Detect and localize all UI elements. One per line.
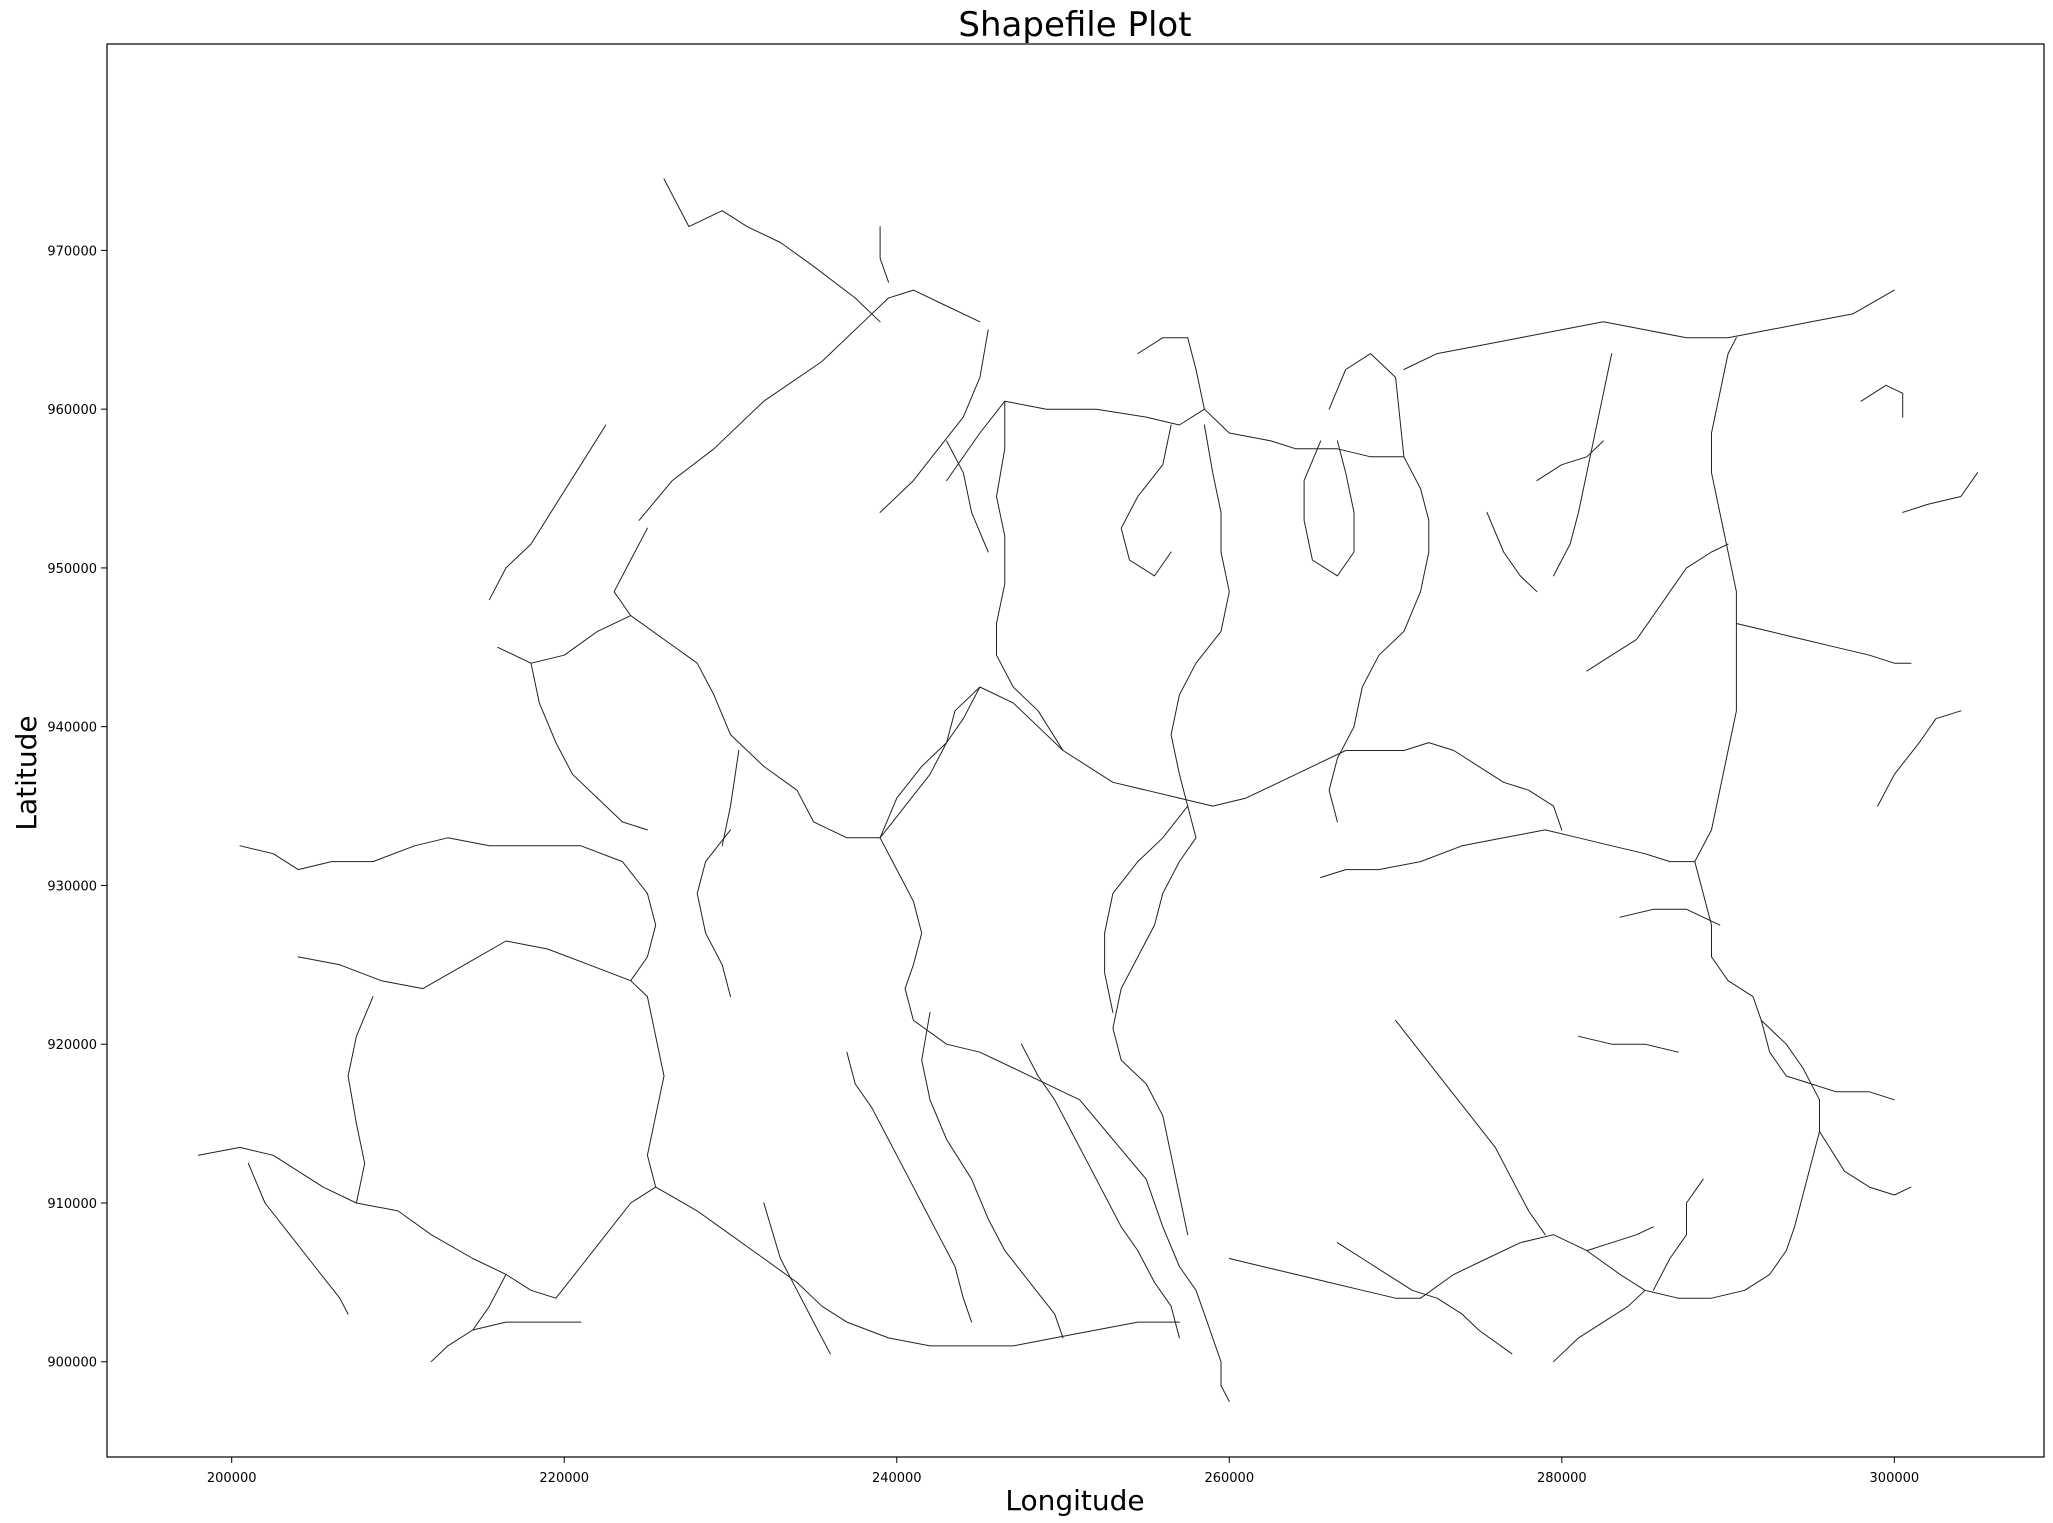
network-line — [1744, 1019, 1820, 1291]
y-tick-label: 910000 — [47, 1197, 97, 1212]
network-line — [1403, 289, 1895, 370]
network-line — [1320, 829, 1696, 878]
y-axis-label: Latitude — [10, 715, 43, 830]
network-line — [763, 1202, 831, 1355]
network-line — [1170, 424, 1230, 807]
network-line — [630, 615, 881, 839]
network-line — [497, 615, 632, 664]
network-line — [347, 996, 374, 1204]
network-line — [239, 837, 657, 982]
network-line — [1586, 543, 1729, 672]
network-line — [1120, 424, 1172, 577]
network-line — [488, 424, 607, 601]
y-tick-label: 960000 — [47, 403, 97, 418]
network-line — [1694, 337, 1737, 863]
network-line — [879, 226, 889, 283]
network-line — [879, 837, 1180, 1267]
y-tick-label: 900000 — [47, 1356, 97, 1371]
network-line — [1553, 353, 1613, 577]
network-line — [846, 1051, 973, 1323]
network-line — [696, 829, 731, 998]
network-line — [1021, 1043, 1180, 1339]
network-line — [1395, 1019, 1546, 1236]
network-line — [1137, 337, 1205, 410]
network-line — [530, 662, 648, 831]
network-line — [1328, 726, 1355, 823]
network-line — [1486, 511, 1538, 593]
x-tick-label: 240000 — [872, 1471, 922, 1486]
y-tick-label: 970000 — [47, 244, 97, 259]
network-line — [1586, 1226, 1654, 1252]
network-line — [1553, 1289, 1646, 1363]
network-line — [613, 527, 648, 617]
network-line — [879, 329, 989, 513]
network-line — [879, 686, 981, 839]
network-line — [1420, 1234, 1746, 1299]
x-tick-label: 280000 — [1537, 1471, 1587, 1486]
network-line — [979, 686, 1405, 807]
x-axis: 200000 220000 240000 260000 280000 300000 — [207, 1457, 1919, 1486]
y-tick-label: 920000 — [47, 1038, 97, 1053]
x-tick-label: 300000 — [1870, 1471, 1920, 1486]
y-axis: 900000 910000 920000 930000 940000 950000 9600… — [47, 244, 107, 1371]
network-line — [638, 289, 981, 521]
network-line — [1619, 908, 1721, 926]
network-line — [663, 178, 881, 323]
network-line — [472, 1321, 582, 1331]
network-line — [1536, 440, 1604, 482]
network-line — [197, 1146, 357, 1204]
network-line — [1328, 353, 1405, 458]
plot-title: Shapefile Plot — [958, 5, 1191, 45]
network-line — [721, 750, 740, 847]
line-network — [197, 178, 1978, 1402]
network-line — [1652, 1178, 1704, 1291]
network-line — [655, 1186, 1180, 1347]
network-line — [1104, 805, 1189, 1013]
network-line — [1303, 440, 1355, 577]
network-line — [996, 400, 1064, 751]
network-line — [1877, 710, 1962, 807]
network-line — [1353, 456, 1430, 728]
network-line — [1228, 1258, 1421, 1299]
x-tick-label: 200000 — [207, 1471, 257, 1486]
network-line — [1902, 472, 1978, 513]
network-line — [646, 996, 665, 1188]
network-line — [1336, 1242, 1513, 1355]
x-tick-label: 260000 — [1204, 1471, 1254, 1486]
y-tick-label: 930000 — [47, 879, 97, 894]
network-line — [1578, 1035, 1679, 1053]
y-tick-label: 940000 — [47, 721, 97, 736]
x-axis-label: Longitude — [1005, 1484, 1144, 1517]
network-line — [1694, 861, 1895, 1101]
network-line — [430, 1273, 507, 1363]
network-line — [1735, 623, 1912, 664]
plot-frame — [106, 43, 2045, 1458]
network-line — [1203, 408, 1405, 458]
network-line — [1860, 384, 1904, 418]
network-line — [1403, 742, 1563, 831]
network-line — [946, 400, 1205, 482]
network-line — [1819, 1131, 1912, 1196]
network-line — [247, 1162, 349, 1315]
y-tick-label: 950000 — [47, 562, 97, 577]
network-line — [879, 686, 981, 839]
network-line — [1112, 805, 1197, 1236]
network-line — [946, 440, 989, 553]
network-line — [921, 1012, 1064, 1339]
network-line — [1178, 1266, 1230, 1402]
network-line — [297, 940, 648, 998]
network-line — [355, 1186, 657, 1299]
x-tick-label: 220000 — [539, 1471, 589, 1486]
